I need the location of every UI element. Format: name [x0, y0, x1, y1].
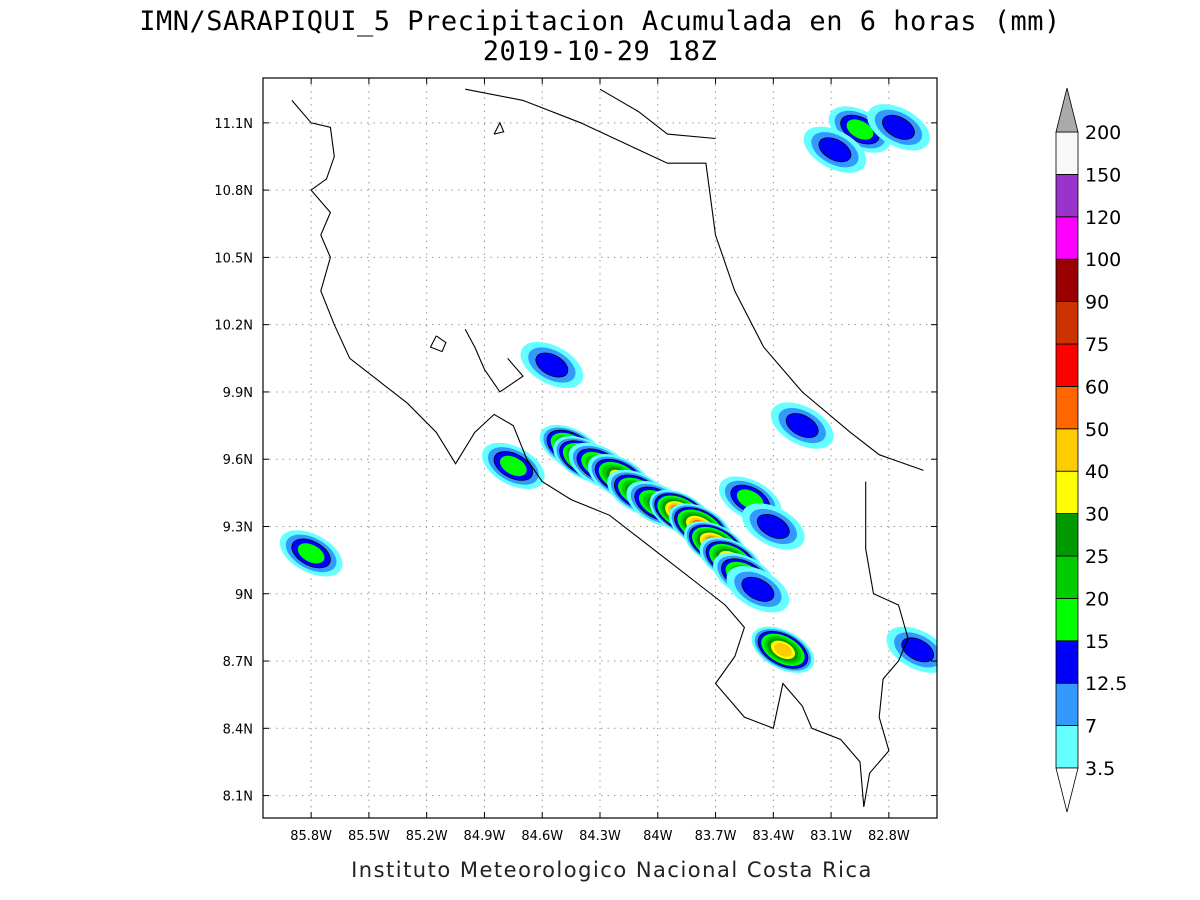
legend-level-label: 120 — [1085, 207, 1121, 229]
lon-tick-label: 85.2W — [406, 829, 448, 844]
coastline — [493, 121, 505, 135]
legend-color-box — [1055, 513, 1079, 557]
lon-tick-label: 84.3W — [579, 829, 621, 844]
lon-tick-label: 85.8W — [290, 829, 332, 844]
legend-color-box — [1055, 216, 1079, 260]
legend-level-label: 150 — [1085, 164, 1121, 186]
latitude-axis: 11.1N 10.8N 10.5N 10.2N 9.9N 9.6N 9.3N 9N 8.7N 8.… — [214, 117, 937, 805]
precip-contour-level — [901, 637, 935, 663]
lat-tick-label: 10.8N — [214, 184, 253, 199]
precip-cell — [886, 626, 937, 673]
precip-cell — [520, 341, 584, 389]
footer-credit: Instituto Meteorologico Nacional Costa R… — [351, 858, 873, 882]
precip-contour-level — [818, 137, 852, 163]
legend-level-label: 100 — [1085, 249, 1121, 271]
legend-color-box — [1055, 640, 1079, 684]
precipitation-field — [279, 104, 937, 673]
lat-tick-label: 9N — [235, 588, 253, 603]
legend-color-box — [1055, 470, 1079, 515]
legend-color-box — [1055, 343, 1079, 387]
lon-tick-label: 84W — [643, 829, 673, 844]
precip-cell — [867, 104, 930, 151]
legend-level-label: 75 — [1085, 334, 1109, 356]
lat-tick-label: 8.4N — [223, 722, 253, 737]
legend-color-box — [1055, 301, 1079, 345]
legend-level-label: 7 — [1085, 716, 1097, 738]
legend-level-label: 200 — [1085, 122, 1121, 144]
precip-contour-level — [774, 642, 792, 657]
coastline — [291, 100, 865, 807]
legend-color-box — [1055, 598, 1079, 642]
precip-contour-level — [499, 455, 527, 477]
lat-tick-label: 10.5N — [214, 251, 253, 266]
lat-tick-label: 9.9N — [223, 386, 253, 401]
legend-under-triangle — [1055, 767, 1079, 813]
precip-cell — [803, 126, 867, 173]
legend-level-label: 90 — [1085, 292, 1109, 314]
legend-level-label: 40 — [1085, 461, 1109, 483]
legend-level-label: 20 — [1085, 588, 1109, 610]
precip-contour-level — [785, 413, 819, 439]
precip-contour-level — [756, 514, 790, 539]
precip-cell — [741, 503, 805, 550]
legend-color-box — [1055, 725, 1079, 769]
lat-tick-label: 8.7N — [223, 655, 253, 670]
lon-tick-label: 84.6W — [521, 829, 563, 844]
lon-tick-label: 85.5W — [348, 829, 390, 844]
precip-cell — [279, 530, 343, 577]
coastline-boundaries — [291, 88, 924, 807]
legend-level-label: 60 — [1085, 376, 1109, 398]
lat-tick-label: 9.3N — [223, 520, 253, 535]
legend-level-label: 15 — [1085, 631, 1109, 653]
coastline — [863, 481, 909, 807]
coastline — [465, 88, 924, 471]
legend-level-label: 12.5 — [1085, 673, 1127, 695]
legend-level-label: 25 — [1085, 546, 1109, 568]
legend-color-box — [1055, 428, 1079, 472]
longitude-axis: 85.8W 85.5W 85.2W 84.9W 84.6W 84.3W 84W 83.7W 83… — [290, 78, 910, 844]
precip-contour-level — [882, 114, 915, 140]
precip-cell — [770, 402, 834, 449]
lon-tick-label: 82.8W — [868, 829, 910, 844]
precip-contour-level — [741, 576, 775, 602]
legend-color-box — [1055, 682, 1079, 727]
legend-level-label: 3.5 — [1085, 758, 1115, 780]
coastline — [429, 335, 447, 353]
lat-tick-label: 8.1N — [223, 790, 253, 805]
precip-contour-level — [846, 119, 874, 140]
legend-color-box — [1055, 173, 1079, 218]
legend-color-box — [1055, 258, 1079, 303]
lon-tick-label: 84.9W — [464, 829, 506, 844]
lat-tick-label: 9.6N — [223, 453, 253, 468]
title-line-1: IMN/SARAPIQUI_5 Precipitacion Acumulada … — [139, 6, 1061, 37]
precip-contour-level — [535, 352, 569, 378]
coastline — [464, 328, 524, 393]
lon-tick-label: 83.1W — [810, 829, 852, 844]
lat-tick-label: 11.1N — [214, 117, 253, 132]
legend-color-box — [1055, 385, 1079, 430]
legend-over-triangle — [1055, 87, 1079, 133]
lon-tick-label: 83.4W — [752, 829, 794, 844]
precip-cell — [482, 442, 545, 490]
title-line-2: 2019-10-29 18Z — [483, 36, 718, 67]
precip-contour-level — [297, 543, 325, 564]
color-legend: 3.5 7 12.5 15 20 25 30 40 50 60 75 90 100 120 150 200 — [1055, 87, 1127, 813]
precip-cell — [726, 566, 790, 613]
lat-tick-label: 10.2N — [214, 319, 253, 334]
coastline — [599, 88, 716, 140]
legend-color-box — [1055, 555, 1079, 599]
precip-cell — [751, 626, 815, 673]
lon-tick-label: 83.7W — [695, 829, 737, 844]
legend-level-label: 30 — [1085, 504, 1109, 526]
legend-level-label: 50 — [1085, 419, 1109, 441]
map-plot-area: 85.8W 85.5W 85.2W 84.9W 84.6W 84.3W 84W 83.7W 83… — [214, 77, 938, 844]
legend-color-box — [1055, 131, 1079, 175]
